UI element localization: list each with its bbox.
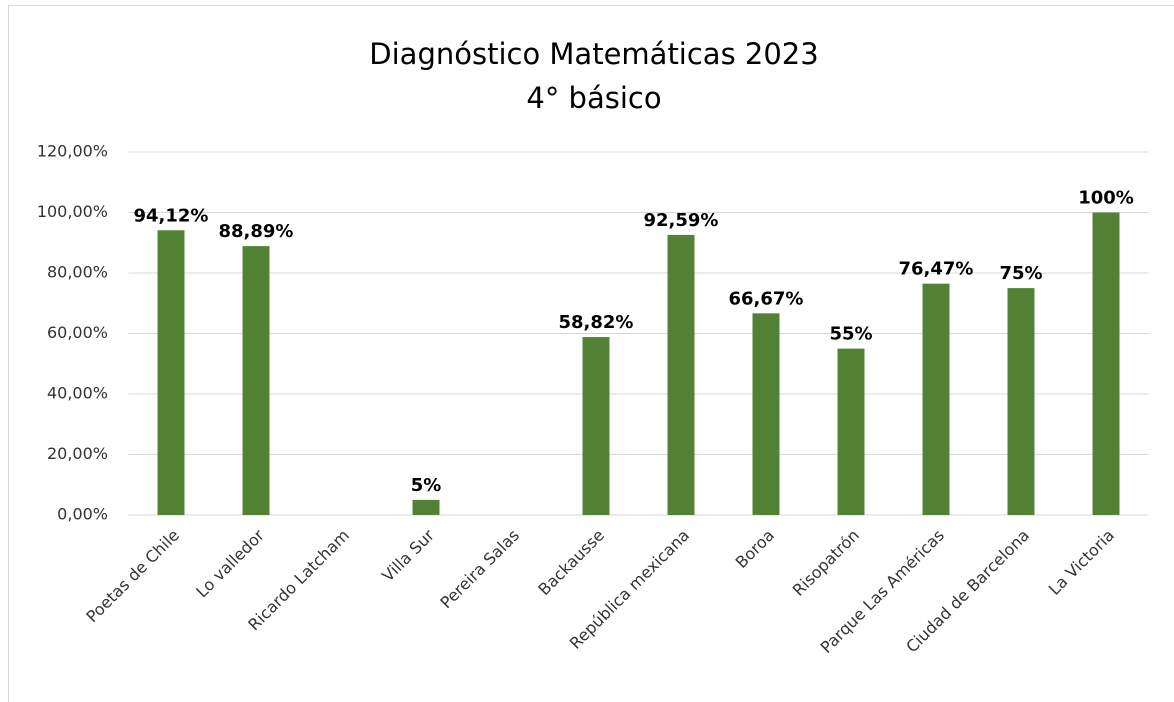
bar: [667, 234, 695, 515]
x-tick-label: Villa Sur: [378, 525, 438, 585]
data-label: 75%: [999, 263, 1042, 284]
y-tick-label: 60,00%: [47, 323, 108, 342]
y-tick-label: 20,00%: [47, 444, 108, 463]
data-label: 55%: [829, 324, 872, 345]
bar: [922, 283, 950, 515]
y-tick-label: 120,00%: [37, 142, 108, 161]
bar: [582, 337, 610, 515]
data-label: 76,47%: [899, 259, 974, 280]
data-label: 100%: [1078, 188, 1134, 209]
y-tick-label: 100,00%: [37, 202, 108, 221]
bar: [837, 348, 865, 515]
bar: [1092, 212, 1120, 515]
data-label: 66,67%: [729, 288, 804, 309]
bar: [1007, 288, 1035, 515]
y-tick-label: 40,00%: [47, 384, 108, 403]
chart-frame: [8, 5, 1174, 702]
chart-subtitle: 4° básico: [526, 81, 661, 115]
data-label: 5%: [411, 475, 442, 496]
chart-title: Diagnóstico Matemáticas 2023: [369, 37, 818, 71]
y-tick-label: 80,00%: [47, 263, 108, 282]
x-tick-label: Boroa: [732, 526, 778, 572]
data-label: 58,82%: [559, 312, 634, 333]
x-tick-label: La Victoria: [1045, 526, 1118, 599]
data-label: 94,12%: [134, 205, 209, 226]
x-tick-label: Poetas de Chile: [82, 526, 183, 627]
data-label: 92,59%: [644, 210, 719, 231]
bar: [752, 313, 780, 515]
x-tick-label: Pereira Salas: [436, 526, 523, 613]
y-tick-label: 0,00%: [57, 505, 108, 524]
x-tick-label: Risopatrón: [789, 526, 863, 600]
x-tick-label: Lo valledor: [192, 525, 268, 601]
bar: [157, 230, 185, 516]
data-label: 88,89%: [219, 221, 294, 242]
bar: [242, 246, 270, 515]
x-tick-label: Backausse: [534, 526, 608, 600]
bar: [412, 499, 440, 515]
